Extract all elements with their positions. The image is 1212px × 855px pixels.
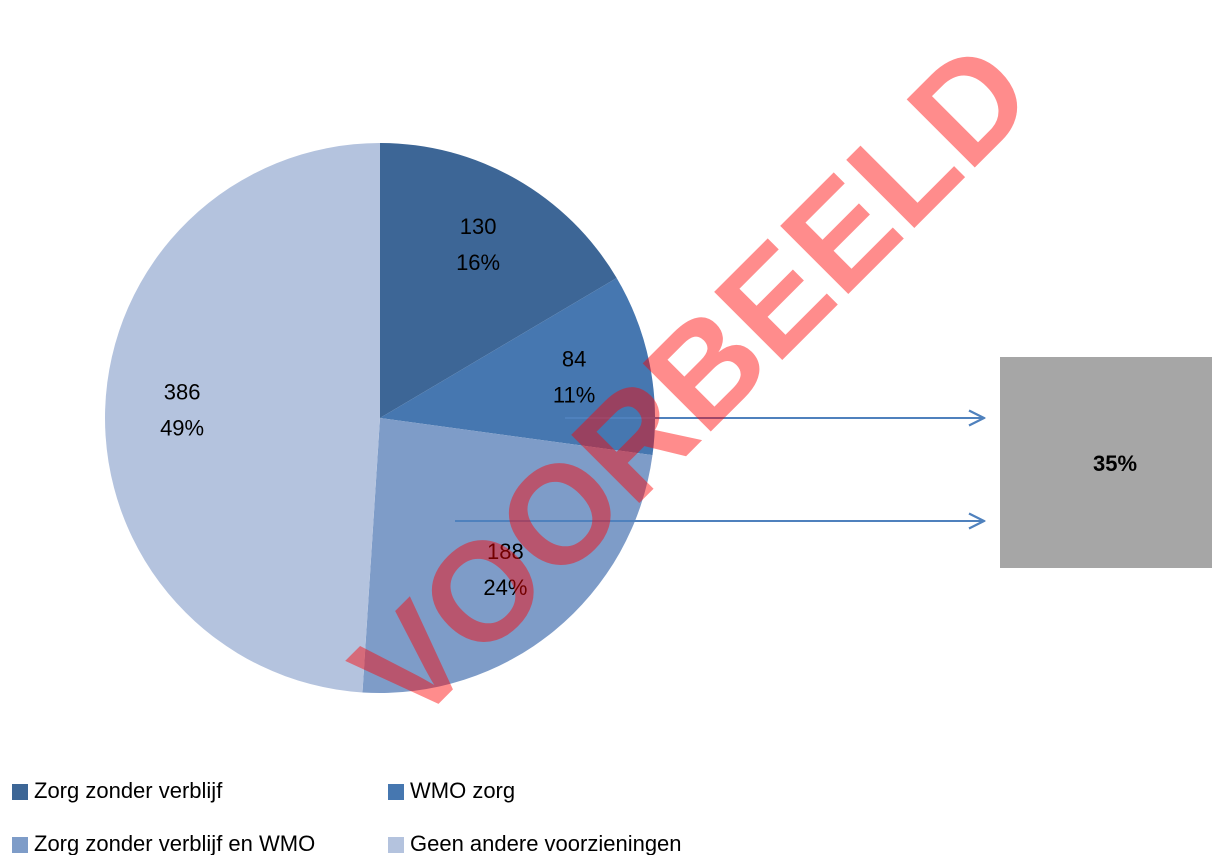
legend-swatch <box>388 837 404 853</box>
percent-label: 49% <box>160 415 204 440</box>
pie-slice <box>380 277 655 456</box>
percent-label: 11% <box>553 383 595 408</box>
data-label: 188 <box>487 539 524 564</box>
legend-label: Geen andere voorzieningen <box>410 831 682 855</box>
legend-label: WMO zorg <box>410 778 515 803</box>
annotation: 35% <box>1093 451 1137 476</box>
annotation-box <box>1000 357 1212 568</box>
percent-label: 16% <box>456 250 500 275</box>
data-label: 386 <box>164 379 201 404</box>
legend: Zorg zonder verblijf WMO zorg Zorg zonder … <box>12 778 682 855</box>
legend-swatch <box>388 784 404 800</box>
pie-slice <box>362 418 653 693</box>
legend-swatch <box>12 784 28 800</box>
legend-swatch <box>12 837 28 853</box>
legend-label: Zorg zonder verblijf en WMO <box>34 831 315 855</box>
legend-label: Zorg zonder verblijf <box>34 778 223 803</box>
data-label: 130 <box>460 214 497 239</box>
pie-slice <box>380 143 617 418</box>
percent-label: 24% <box>483 575 527 600</box>
pie-slice <box>105 143 381 693</box>
pie: 130 16% 84 11% 188 24% 386 49% <box>105 143 655 693</box>
data-label: 84 <box>562 347 586 372</box>
